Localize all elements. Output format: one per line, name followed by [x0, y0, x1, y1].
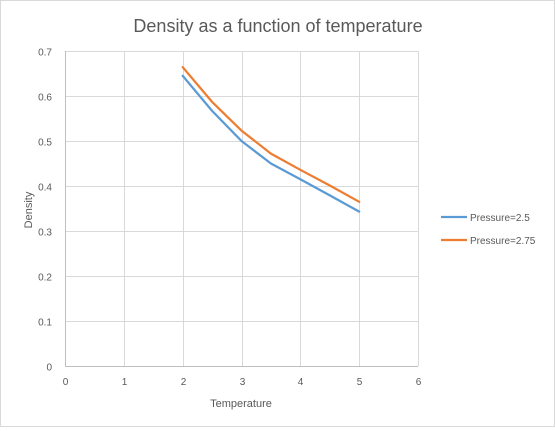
chart-title: Density as a function of temperature — [133, 16, 422, 36]
series-line — [181, 74, 361, 213]
series-line — [181, 66, 361, 203]
x-tick-label: 5 — [357, 377, 363, 388]
legend: Pressure=2.5 Pressure=2.75 — [441, 213, 536, 247]
legend-item: Pressure=2.5 — [441, 213, 530, 224]
grid — [65, 51, 419, 367]
legend-label: Pressure=2.75 — [470, 236, 536, 247]
y-tick-labels: 0 0.1 0.2 0.3 0.4 0.5 0.6 0.7 — [38, 48, 52, 374]
y-tick-label: 0.3 — [38, 228, 52, 239]
x-tick-label: 3 — [240, 377, 246, 388]
y-tick-label: 0.2 — [38, 273, 52, 284]
legend-item: Pressure=2.75 — [441, 236, 536, 247]
y-tick-label: 0 — [46, 363, 52, 374]
y-tick-label: 0.4 — [38, 183, 52, 194]
series-lines — [181, 66, 361, 213]
x-tick-label: 4 — [298, 377, 304, 388]
y-tick-label: 0.6 — [38, 93, 52, 104]
x-tick-labels: 0 1 2 3 4 5 6 — [63, 377, 422, 388]
x-tick-label: 1 — [122, 377, 128, 388]
y-tick-label: 0.7 — [38, 48, 52, 59]
legend-label: Pressure=2.5 — [470, 213, 530, 224]
x-axis-label: Temperature — [210, 398, 272, 410]
y-tick-label: 0.5 — [38, 138, 52, 149]
x-tick-label: 6 — [416, 377, 422, 388]
x-tick-label: 2 — [181, 377, 187, 388]
y-axis-label: Density — [23, 191, 35, 228]
x-tick-label: 0 — [63, 377, 69, 388]
y-tick-label: 0.1 — [38, 318, 52, 329]
